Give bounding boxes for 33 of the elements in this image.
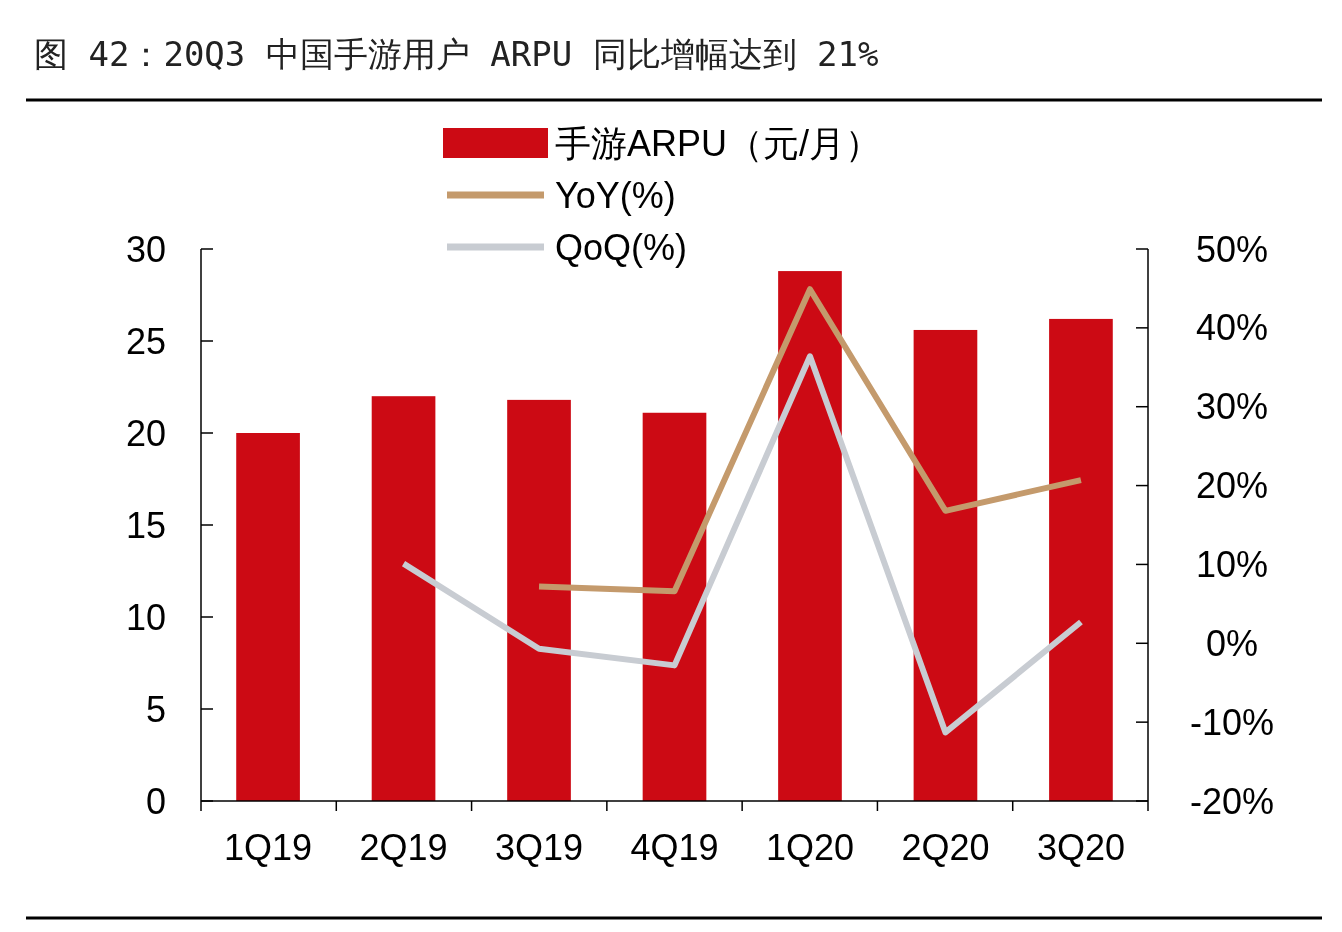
bar bbox=[236, 433, 300, 801]
y2-tick-label: 10% bbox=[1195, 544, 1269, 586]
bar bbox=[1049, 318, 1113, 801]
y-tick-label: 30 bbox=[125, 228, 166, 270]
y2-tick-label: 0% bbox=[1205, 622, 1259, 664]
x-tick-label: 2Q19 bbox=[359, 827, 448, 868]
bar bbox=[913, 329, 978, 801]
x-tick-label: 3Q19 bbox=[494, 827, 584, 868]
legend-label: QoQ(%) bbox=[555, 226, 688, 268]
y-tick-label: 20 bbox=[125, 412, 166, 454]
x-tick-label: 3Q20 bbox=[1036, 827, 1125, 868]
y-tick-label: 25 bbox=[125, 320, 166, 362]
y2-tick-label: 20% bbox=[1195, 465, 1269, 507]
y-tick-label: 10 bbox=[125, 596, 166, 638]
x-tick-label: 1Q19 bbox=[224, 827, 313, 868]
y2-tick-label: 50% bbox=[1195, 228, 1269, 270]
bar bbox=[371, 396, 436, 801]
x-tick-label: 1Q20 bbox=[765, 827, 855, 868]
legend-label: 手游ARPU（元/月） bbox=[555, 122, 882, 164]
y-tick-label: 5 bbox=[145, 688, 166, 730]
bar bbox=[507, 399, 571, 801]
bar bbox=[642, 412, 707, 801]
y-tick-label: 15 bbox=[125, 504, 166, 546]
legend-label: YoY(%) bbox=[555, 174, 676, 216]
y2-tick-label: 30% bbox=[1195, 386, 1269, 428]
chart-title: 图 42：20Q3 中国手游用户 ARPU 同比增幅达到 21% bbox=[34, 34, 879, 74]
y-tick-label: 0 bbox=[145, 780, 166, 822]
y2-tick-label: -20% bbox=[1189, 780, 1275, 822]
x-tick-label: 4Q19 bbox=[630, 827, 719, 868]
bar bbox=[778, 271, 842, 801]
x-tick-label: 2Q20 bbox=[901, 827, 990, 868]
y2-tick-label: -10% bbox=[1189, 701, 1275, 743]
y2-tick-label: 40% bbox=[1195, 307, 1269, 349]
